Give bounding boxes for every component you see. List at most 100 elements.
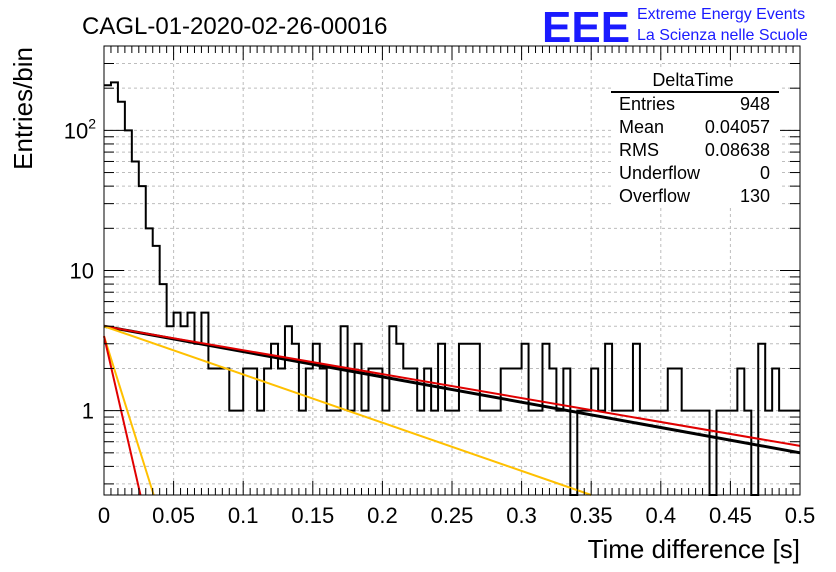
histogram-bin [549,368,556,495]
stats-label: Overflow [619,186,691,206]
histogram-bin [362,411,369,495]
stats-label: Entries [619,94,675,114]
histogram-bin [459,344,466,495]
x-tick-label: 0.3 [506,503,537,528]
histogram-bin [417,411,424,495]
histogram-bin [696,411,703,495]
eee-logo-line2: La Scienza nelle Scuole [637,27,808,44]
histogram-bin [327,411,334,495]
histogram-bin [647,411,654,495]
histogram-bin [292,344,299,495]
grid-lines [104,45,800,495]
histogram-bin [201,313,208,495]
stats-title: DeltaTime [652,70,733,90]
histogram-bin [229,411,236,495]
histogram-bin [181,326,188,495]
histogram-bin [355,344,362,495]
histogram-bin [716,411,723,495]
x-tick-label: 0.2 [367,503,398,528]
histogram-bin [431,411,438,495]
histogram-bin [723,411,730,495]
histogram-bin [320,368,327,495]
histogram-bin [654,411,661,495]
histogram-bin [306,368,313,495]
stats-value: 130 [740,186,770,206]
histogram-bin [730,411,737,495]
histogram-bin [508,368,515,495]
histogram-bin [668,368,675,495]
axis-ticks [103,45,801,495]
histogram-bin [334,411,341,495]
histogram-bin [563,368,570,495]
histogram-bin [765,411,772,495]
run-title: CAGL-01-2020-02-26-00016 [82,13,388,40]
histogram-bin [118,102,125,495]
histogram-bin [744,411,751,495]
fit-line-red [103,325,801,447]
histogram-bin [772,368,779,495]
histogram-bin [758,344,765,495]
x-tick-label: 0.05 [152,503,195,528]
y-tick-labels: 1 10 102 [64,115,96,423]
histogram-bin [299,411,306,495]
histogram-bin [737,368,744,495]
histogram-bin [104,85,111,495]
histogram-bin [236,411,243,495]
histogram-bin [396,344,403,495]
fit-line-black [103,324,801,455]
eee-logo: EEE Extreme Energy Events La Scienza nel… [542,3,808,52]
histogram-bin [445,411,452,495]
histogram-bin [542,344,549,495]
histogram-series [104,81,800,496]
histogram-bin [271,344,278,495]
histogram-bin [215,368,222,495]
histogram-bin [452,411,459,495]
fit-line-orange [103,335,155,496]
histogram-bin [529,411,536,495]
stats-box: DeltaTime Entries 948 Mean 0.04057 RMS 0.0863… [611,70,779,208]
histogram-bin [368,368,375,495]
x-tick-label: 0.1 [228,503,259,528]
histogram-bin [494,411,501,495]
histogram-bin [438,344,445,495]
stats-label: Underflow [619,163,701,183]
y-tick-label: 1 [82,399,94,424]
histogram-bin [633,344,640,495]
x-tick-label: 0.45 [709,503,752,528]
x-tick-label: 0.25 [431,503,474,528]
fit-line-red [103,335,142,496]
stats-value: 948 [740,94,770,114]
histogram-bin [682,411,689,495]
fit-line-orange [103,325,592,496]
histogram-bin [153,246,160,495]
histogram-bin [591,368,598,495]
histogram-bin [348,411,355,495]
x-axis-label: Time difference [s] [588,534,800,564]
histogram-bin [501,368,508,495]
stats-value: 0 [760,163,770,183]
stats-value: 0.08638 [705,140,770,160]
histogram-bin [584,411,591,495]
histogram-bin [264,368,271,495]
histogram-bin [285,326,292,495]
histogram-bin [466,344,473,495]
x-tick-label: 0.4 [646,503,677,528]
histogram-bin [208,368,215,495]
histogram-bin [473,344,480,495]
y-tick-label: 10 [70,259,94,284]
histogram-bin [194,344,201,495]
x-tick-label: 0 [98,503,110,528]
histogram-bin [250,368,257,495]
histogram-outline [104,81,800,496]
histogram-bin [577,411,584,495]
y-tick-label: 102 [64,115,96,143]
histogram-bin [389,326,396,495]
histogram-bin [598,411,605,495]
eee-logo-text: EEE [542,3,630,52]
histogram-bin [424,368,431,495]
x-tick-label: 0.5 [785,503,816,528]
y-axis-label: Entries/bin [8,47,38,170]
histogram-bin [515,368,522,495]
histogram-bin [487,411,494,495]
